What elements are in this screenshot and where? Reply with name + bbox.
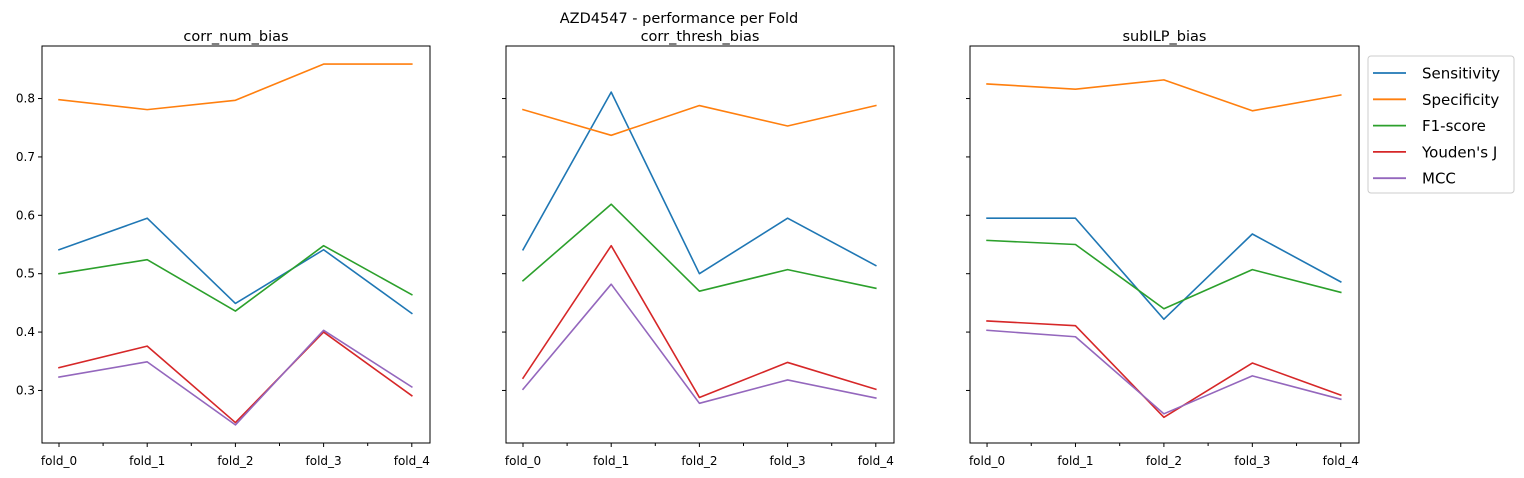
xtick-label: fold_2: [217, 454, 253, 468]
series-line-sensitivity: [986, 217, 1342, 321]
legend-box: [1367, 55, 1515, 194]
axes-frame: [505, 45, 895, 444]
panel-subilp-bias: subILP_bias fold_0 fold_1 fold_2 fold_3 fold_…: [966, 29, 1360, 468]
legend-item-sensitivity: Sensitivity: [1373, 65, 1500, 83]
axes-frame: [969, 45, 1360, 444]
ytick-label: 0.3: [16, 383, 35, 397]
series-line-f1-score: [58, 244, 413, 312]
series-line-specificity: [522, 104, 877, 137]
xtick-label: fold_4: [858, 454, 894, 468]
ytick-label: 0.6: [16, 208, 35, 222]
series-line-f1-score: [986, 239, 1342, 310]
series-line-youden-s-j: [986, 320, 1342, 419]
series-line-specificity: [58, 63, 413, 111]
xtick-label: fold_2: [1146, 454, 1182, 468]
ytick-label: 0.8: [16, 92, 35, 106]
legend-item-f1-score: F1-score: [1373, 117, 1486, 135]
xtick-label: fold_0: [969, 454, 1005, 468]
xtick-label: fold_0: [505, 454, 541, 468]
legend-item-specificity: Specificity: [1373, 91, 1499, 109]
xtick-label: fold_3: [306, 454, 342, 468]
legend-label: MCC: [1422, 170, 1456, 188]
panel-title: corr_num_bias: [183, 29, 288, 45]
xtick-label: fold_1: [1057, 454, 1093, 468]
legend-item-mcc: MCC: [1373, 170, 1456, 188]
xtick-label: fold_3: [770, 454, 806, 468]
series-line-youden-s-j: [58, 331, 413, 424]
series-line-specificity: [986, 79, 1342, 112]
legend-item-youden-s-j: Youden's J: [1373, 143, 1497, 161]
panels: corr_num_bias 0.3 0.4 0.5 0.6 0.7 0.8 fold_0 fol…: [16, 29, 1360, 468]
xtick-label: fold_1: [593, 454, 629, 468]
series-line-mcc: [58, 329, 413, 426]
legend-label: Youden's J: [1421, 143, 1497, 161]
series-line-f1-score: [521, 203, 877, 293]
legend-label: Sensitivity: [1422, 65, 1500, 83]
ytick-label: 0.5: [16, 267, 35, 281]
xtick-label: fold_1: [129, 454, 165, 468]
panel-title: corr_thresh_bias: [641, 29, 760, 45]
series-line-sensitivity: [521, 91, 877, 275]
series-line-mcc: [521, 283, 877, 405]
xtick-label: fold_4: [1323, 454, 1359, 468]
legend-label: Specificity: [1422, 91, 1499, 109]
series-line-youden-s-j: [521, 244, 877, 399]
figure-suptitle: AZD4547 - performance per Fold: [560, 11, 798, 27]
series-line-sensitivity: [57, 217, 413, 315]
xtick-label: fold_3: [1234, 454, 1270, 468]
xtick-label: fold_0: [41, 454, 77, 468]
panel-corr-num-bias: corr_num_bias 0.3 0.4 0.5 0.6 0.7 0.8 fold_0 fol…: [16, 29, 431, 468]
xtick-label: fold_2: [681, 454, 717, 468]
ytick-label: 0.4: [16, 325, 35, 339]
series-line-mcc: [986, 329, 1342, 415]
axes-frame: [41, 45, 431, 444]
legend-label: F1-score: [1422, 117, 1486, 135]
panel-title: subILP_bias: [1123, 29, 1207, 45]
ytick-label: 0.7: [16, 150, 35, 164]
panel-corr-thresh-bias: corr_thresh_bias fold_0 fold_1 fold_2 fold_3…: [502, 29, 895, 468]
legend: Sensitivity Specificity F1-score Youden's J…: [1367, 55, 1515, 194]
xtick-label: fold_4: [394, 454, 430, 468]
